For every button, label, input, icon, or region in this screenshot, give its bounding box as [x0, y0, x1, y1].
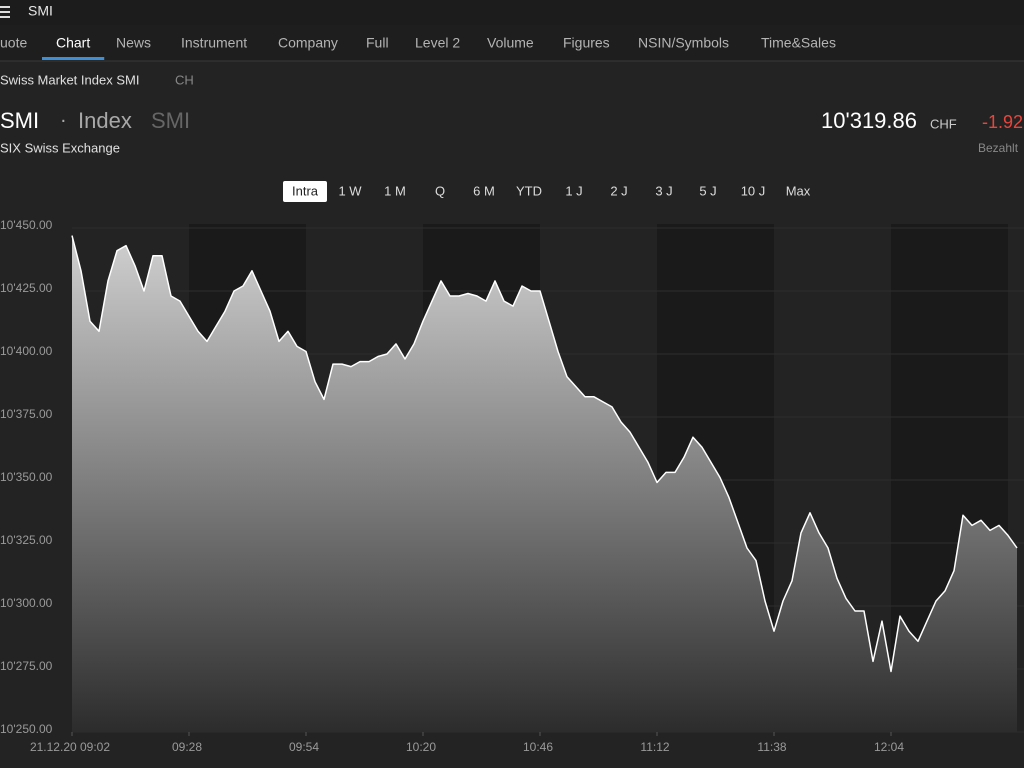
range-button[interactable]: 3 J	[655, 183, 672, 198]
separator: ·	[60, 109, 67, 131]
top-bar	[0, 0, 1024, 25]
price-line	[71, 235, 1018, 673]
tab[interactable]: Full	[366, 35, 389, 51]
tab[interactable]: News	[116, 35, 151, 51]
x-tick-label: 21.12.20 09:02	[30, 740, 110, 754]
symbol: SMI	[0, 108, 39, 133]
x-tick-label: 10:46	[523, 740, 553, 754]
range-active-bg	[283, 181, 327, 202]
tab[interactable]: Level 2	[415, 35, 460, 51]
tab[interactable]: uote	[0, 35, 27, 51]
app-title: SMI	[28, 3, 53, 19]
x-tick-label: 11:38	[757, 740, 786, 754]
range-button[interactable]: 6 M	[473, 183, 495, 198]
x-tick-label: 10:20	[406, 740, 436, 754]
range-button[interactable]: 10 J	[741, 183, 766, 198]
menu-icon[interactable]	[0, 6, 10, 18]
y-tick-label: 10'350.00	[0, 470, 53, 484]
range-button[interactable]: 2 J	[610, 183, 627, 198]
y-tick-label: 10'425.00	[0, 281, 53, 295]
x-tick-label: 09:28	[172, 740, 202, 754]
y-tick-label: 10'250.00	[0, 722, 53, 736]
price: 10'319.86	[821, 108, 917, 133]
tab[interactable]: Volume	[487, 35, 534, 51]
ticker: SMI	[151, 108, 190, 133]
x-tick-label: 09:54	[289, 740, 319, 754]
exchange: SIX Swiss Exchange	[0, 140, 120, 155]
x-tick-label: 11:12	[640, 740, 669, 754]
y-tick-label: 10'450.00	[0, 218, 53, 232]
y-tick-label: 10'300.00	[0, 596, 53, 610]
currency: CHF	[930, 116, 957, 131]
range-button[interactable]: YTD	[516, 183, 542, 198]
range-button[interactable]: 1 M	[384, 183, 406, 198]
y-tick-label: 10'275.00	[0, 659, 53, 673]
range-button[interactable]: Q	[435, 183, 445, 198]
range-button[interactable]: 1 W	[338, 183, 362, 198]
y-tick-label: 10'325.00	[0, 533, 53, 547]
tab[interactable]: Figures	[563, 35, 610, 51]
tab[interactable]: Company	[278, 35, 338, 51]
tab-underline	[42, 57, 105, 60]
y-tick-label: 10'400.00	[0, 344, 53, 358]
tab[interactable]: Chart	[56, 35, 90, 51]
chart: 10'250.00 10'275.00 10'300.00 10'325.00 10'3…	[0, 218, 1024, 754]
status: Bezahlt	[978, 141, 1019, 155]
country: CH	[175, 72, 194, 87]
range-button[interactable]: 1 J	[565, 183, 582, 198]
tab[interactable]: Time&Sales	[761, 35, 836, 51]
tab[interactable]: NSIN/Symbols	[638, 35, 729, 51]
range-button[interactable]: Max	[786, 183, 811, 198]
instrument-name: Swiss Market Index SMI	[0, 72, 139, 87]
tab-bar	[0, 25, 1024, 61]
tab[interactable]: Instrument	[181, 35, 247, 51]
range-button[interactable]: 5 J	[699, 183, 716, 198]
change: -1.92	[982, 112, 1023, 132]
y-tick-label: 10'375.00	[0, 407, 53, 421]
range-button[interactable]: Intra	[292, 183, 319, 198]
kind: Index	[78, 108, 132, 133]
x-tick-label: 12:04	[874, 740, 904, 754]
